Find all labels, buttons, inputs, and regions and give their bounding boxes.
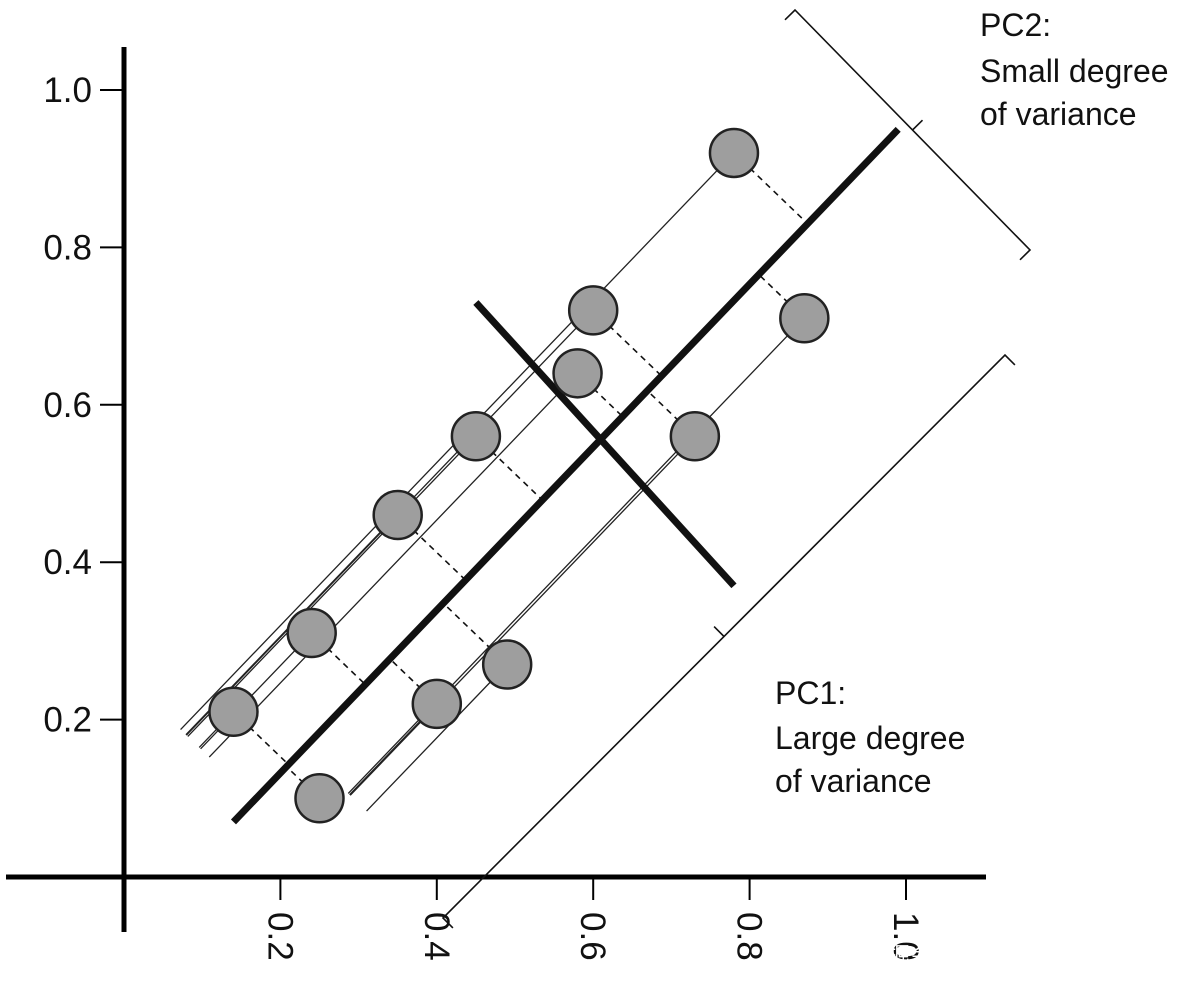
x-tick-label: 0.6 xyxy=(573,912,612,961)
pc2-desc-line1: Small degree xyxy=(980,53,1169,89)
x-tick-label: 0.2 xyxy=(260,912,299,961)
y-tick-label: 0.2 xyxy=(43,701,92,740)
y-tick-label: 0.4 xyxy=(43,543,92,582)
pc2-desc-line2: of variance xyxy=(980,96,1137,132)
data-point xyxy=(286,607,337,659)
data-point xyxy=(552,348,603,399)
x-tick-label: 1.0 xyxy=(886,912,925,961)
pc2-variance-bracket xyxy=(784,8,1032,261)
x-tick-label: 0.8 xyxy=(730,912,769,961)
y-tick-label: 1.0 xyxy=(43,71,92,110)
data-point xyxy=(481,639,533,690)
data-point xyxy=(708,127,760,179)
data-point xyxy=(208,686,259,737)
y-tick-label: 0.6 xyxy=(43,386,92,425)
pc1-desc-line1: Large degree xyxy=(775,720,965,756)
data-point xyxy=(450,411,502,462)
parallel-guide-line xyxy=(366,664,508,812)
data-point xyxy=(372,489,423,541)
points-layer xyxy=(208,127,830,824)
pc1-variance-bracket xyxy=(441,353,1016,929)
data-point xyxy=(567,285,619,336)
parallel-guide-line xyxy=(187,435,477,737)
pc1-desc-line2: of variance xyxy=(775,763,932,799)
pc1-label: PC1: xyxy=(775,675,846,711)
ticks-layer: 0.2 0.4 0.6 0.8 1.0 0.2 0.4 0.6 0.8 1.0 xyxy=(43,71,925,961)
parallel-guide-line xyxy=(208,372,579,758)
y-tick-label: 0.8 xyxy=(43,228,92,267)
watermark-text: 掘金技术社区 @ 布客飞龙 xyxy=(888,943,1143,968)
brackets-layer xyxy=(441,8,1032,929)
projection-lines-layer xyxy=(180,152,809,812)
principal-axes-layer xyxy=(230,126,901,825)
x-tick-label: 0.4 xyxy=(417,912,456,961)
data-point xyxy=(411,678,463,730)
pc2-label: PC2: xyxy=(980,7,1051,43)
data-point xyxy=(669,411,721,462)
pc1-axis-line xyxy=(230,126,901,825)
data-point xyxy=(294,773,345,824)
data-point xyxy=(779,292,830,344)
parallel-guide-line xyxy=(349,435,696,796)
pc2-axis-line xyxy=(473,300,737,589)
